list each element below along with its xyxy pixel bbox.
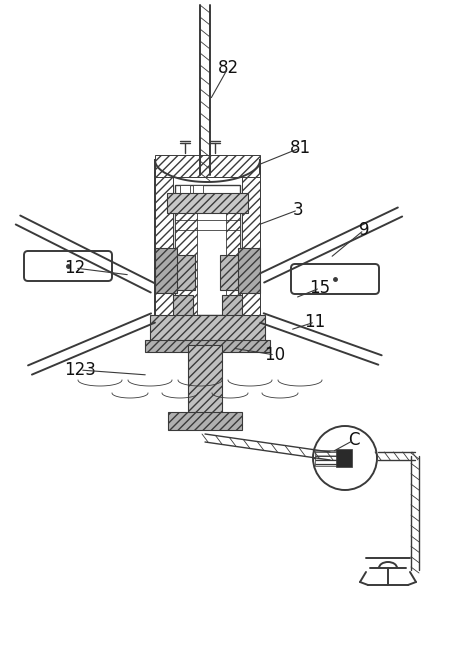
Bar [226,195,240,315]
Bar [145,340,270,352]
Bar [173,255,195,290]
Bar [315,450,337,466]
Text: 3: 3 [293,201,303,219]
Bar [238,248,260,293]
Bar [155,248,177,293]
Bar [188,345,222,420]
Bar [222,295,242,323]
Bar [193,185,203,193]
Bar [155,173,173,320]
Bar [180,185,190,193]
Bar [168,412,242,430]
Bar [175,185,240,315]
Bar [173,295,193,323]
Bar [167,193,248,213]
Text: 12: 12 [65,259,86,277]
Bar [220,255,242,290]
Circle shape [313,426,377,490]
Bar [155,155,260,177]
FancyBboxPatch shape [291,264,379,294]
Text: 10: 10 [264,346,285,364]
Text: 11: 11 [305,313,326,331]
FancyBboxPatch shape [24,251,112,281]
Bar [150,315,265,345]
Text: 9: 9 [359,221,369,239]
Text: C: C [348,431,360,449]
Bar [155,173,260,320]
Text: 82: 82 [218,59,239,77]
Bar [175,195,197,315]
Text: 15: 15 [310,279,331,297]
Bar [336,449,352,467]
Text: 81: 81 [289,139,311,157]
Text: 123: 123 [64,361,96,379]
Bar [242,173,260,320]
